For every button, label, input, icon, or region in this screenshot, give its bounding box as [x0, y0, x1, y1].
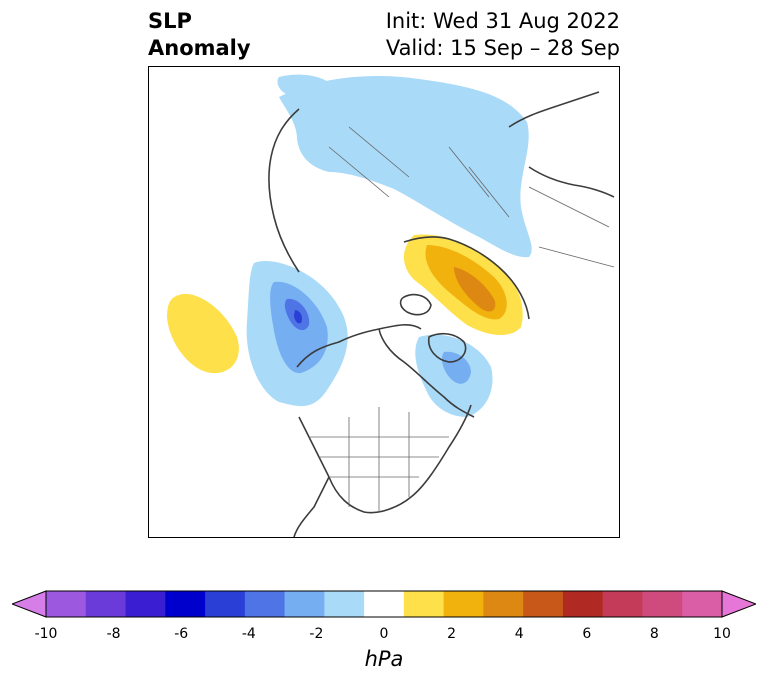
colorbar-tick-label: -4 [241, 626, 256, 642]
colorbar-tick-label: 0 [379, 626, 389, 642]
colorbar-tick-label: 8 [649, 626, 659, 642]
colorbar-tick-label: -10 [34, 626, 58, 642]
title-subtitle: Anomaly [148, 36, 251, 60]
north-pacific-high-shading [167, 293, 239, 374]
colorbar-segment [165, 591, 206, 617]
colorbar-extend-max [721, 590, 756, 618]
europe-high-shading [403, 234, 523, 336]
valid-range: Valid: 15 Sep – 28 Sep [385, 36, 620, 60]
colorbar-tick-label: 4 [514, 626, 524, 642]
title-variable: SLP [148, 9, 192, 33]
colorbar-segment [562, 591, 604, 617]
colorbar-extend-min [12, 590, 47, 618]
colorbar [12, 590, 756, 618]
colorbar-segment [85, 591, 127, 617]
alaska-gulf-low-shading [246, 261, 348, 407]
colorbar-tick-label: 6 [582, 626, 592, 642]
polar-map [167, 74, 615, 537]
colorbar-outline [45, 590, 723, 618]
colorbar-segment [682, 591, 723, 617]
colorbar-segment [443, 591, 484, 617]
coastlines [268, 91, 615, 537]
colorbar-tick-label: -8 [106, 626, 121, 642]
colorbar-tick-label: 10 [713, 626, 731, 642]
map-panel [148, 66, 620, 538]
map-date-info: Init: Wed 31 Aug 2022 Valid: 15 Sep – 28… [386, 8, 620, 62]
colorbar-segment [284, 591, 325, 617]
colorbar-segment [244, 591, 286, 617]
colorbar-segment [46, 591, 87, 617]
map-title: SLP Anomaly [148, 8, 251, 62]
colorbar-tick-label: 2 [447, 626, 457, 642]
colorbar-segment [324, 591, 365, 617]
colorbar-segment [403, 591, 445, 617]
colorbar-segment [523, 591, 564, 617]
colorbar-tick-label: -6 [174, 626, 189, 642]
colorbar-segment [205, 591, 246, 617]
colorbar-segment [125, 591, 166, 617]
colorbar-tick-label: -2 [309, 626, 324, 642]
colorbar-segment [483, 591, 524, 617]
colorbar-unit-label: hPa [364, 647, 404, 671]
colorbar-segment [364, 591, 405, 617]
init-date: Init: Wed 31 Aug 2022 [385, 9, 620, 33]
colorbar-segment [602, 591, 643, 617]
eurasia-arctic-low-shading [277, 74, 532, 258]
colorbar-segment [642, 591, 683, 617]
borders [309, 126, 615, 512]
